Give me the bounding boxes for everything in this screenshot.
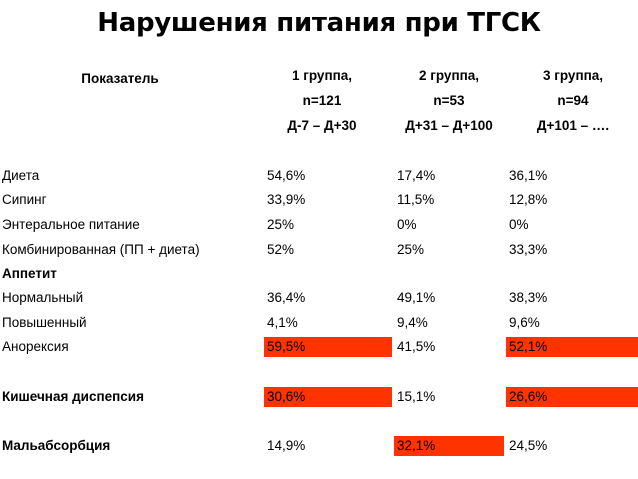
row-label: Анорексия	[2, 339, 69, 354]
page-title: Нарушения питания при ТГСК	[97, 8, 541, 38]
group-1-range: Д-7 – Д+30	[287, 118, 357, 133]
value-cell: 32,1%	[394, 436, 504, 456]
value-cell: 52%	[267, 242, 295, 257]
group-1-name: 1 группа,	[291, 68, 353, 83]
value-cell: 54,6%	[267, 168, 306, 183]
value-cell: 4,1%	[267, 315, 298, 330]
group-2-range: Д+31 – Д+100	[405, 118, 493, 133]
row-label: Нормальный	[2, 290, 84, 305]
header-indicator: Показатель	[81, 71, 159, 86]
header-group-2: 2 группа, n=53 Д+31 – Д+100	[390, 63, 508, 138]
value-cell: 26,6%	[506, 387, 638, 407]
value-cell: 9,6%	[509, 315, 540, 330]
value-cell: 15,1%	[397, 389, 436, 404]
group-2-name: 2 группа,	[418, 68, 480, 83]
value-cell: 36,4%	[267, 290, 306, 305]
value-cell: 59,5%	[264, 337, 392, 357]
value-cell: 0%	[397, 217, 417, 232]
value-cell: 38,3%	[509, 290, 548, 305]
group-3-name: 3 группа,	[542, 68, 604, 83]
group-3-range: Д+101 – ….	[536, 118, 610, 133]
value-cell: 33,3%	[509, 242, 548, 257]
value-cell: 36,1%	[509, 168, 548, 183]
row-label: Энтеральное питание	[2, 217, 140, 232]
value-cell: 9,4%	[397, 315, 428, 330]
row-label: Повышенный	[2, 315, 87, 330]
value-cell: 0%	[509, 217, 529, 232]
value-cell: 52,1%	[506, 337, 638, 357]
value-cell: 17,4%	[397, 168, 436, 183]
value-cell: 41,5%	[397, 339, 436, 354]
value-cell: 25%	[397, 242, 425, 257]
value-cell: 25%	[267, 217, 295, 232]
value-cell: 11,5%	[397, 192, 435, 207]
group-1-n: n=121	[302, 93, 342, 108]
value-cell: 49,1%	[397, 290, 436, 305]
value-cell: 33,9%	[267, 192, 306, 207]
header-group-1: 1 группа, n=121 Д-7 – Д+30	[262, 63, 382, 138]
row-label: Кишечная диспепсия	[2, 389, 144, 404]
value-cell: 30,6%	[264, 387, 392, 407]
row-label: Диета	[2, 168, 40, 183]
value-cell: 24,5%	[509, 438, 548, 453]
row-label: Комбинированная (ПП + диета)	[2, 242, 200, 257]
value-cell: 14,9%	[267, 438, 306, 453]
value-cell: 12,8%	[509, 192, 548, 207]
row-label: Сипинг	[2, 192, 47, 207]
group-2-n: n=53	[433, 93, 465, 108]
row-label: Аппетит	[2, 266, 57, 281]
group-3-n: n=94	[557, 93, 589, 108]
header-group-3: 3 группа, n=94 Д+101 – ….	[514, 63, 632, 138]
row-label: Мальабсорбция	[2, 438, 111, 453]
